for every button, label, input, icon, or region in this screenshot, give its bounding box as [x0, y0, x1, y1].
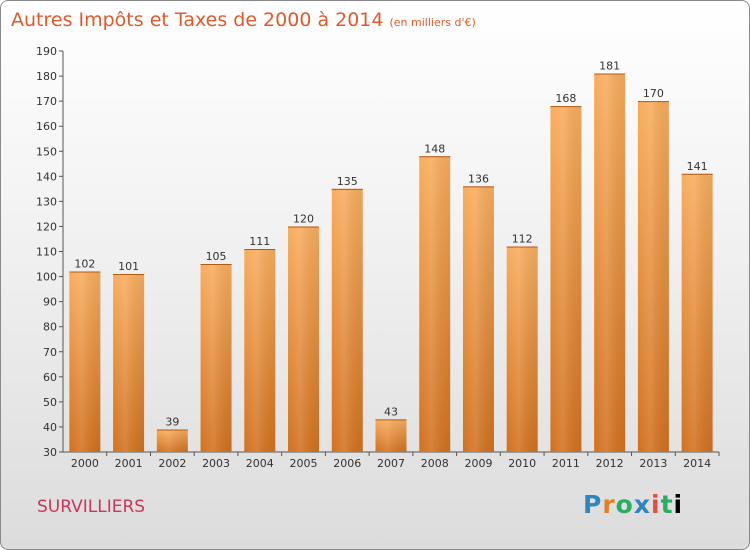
- y-tick-label: 180: [36, 70, 57, 83]
- x-tick-label: 2014: [683, 457, 711, 470]
- bar-shine: [594, 73, 626, 453]
- x-tick-label: 2005: [290, 457, 318, 470]
- data-label: 148: [424, 142, 445, 155]
- logo-letter: t: [660, 490, 674, 519]
- bar-shine: [637, 101, 669, 452]
- chart-title-text: Autres Impôts et Taxes de 2000 à 2014: [11, 9, 384, 31]
- data-label: 112: [512, 232, 533, 245]
- x-tick-label: 2008: [421, 457, 449, 470]
- y-tick-label: 50: [43, 396, 57, 409]
- data-label: 181: [599, 60, 620, 73]
- y-tick-label: 110: [36, 246, 57, 259]
- logo-letter: x: [633, 490, 651, 519]
- y-tick-label: 30: [43, 446, 57, 459]
- x-tick-label: 2011: [552, 457, 580, 470]
- y-tick-label: 60: [43, 371, 57, 384]
- x-tick-label: 2006: [333, 457, 361, 470]
- x-tick-label: 2004: [246, 457, 274, 470]
- data-label: 39: [165, 415, 179, 428]
- data-label: 136: [468, 172, 489, 185]
- y-tick-label: 190: [36, 45, 57, 58]
- data-label: 101: [118, 260, 139, 273]
- logo-letter: i: [651, 490, 661, 519]
- bar-shine: [200, 264, 232, 452]
- y-tick-label: 100: [36, 271, 57, 284]
- y-tick-label: 120: [36, 220, 57, 233]
- chart-title: Autres Impôts et Taxes de 2000 à 2014 (en…: [11, 9, 476, 31]
- y-tick-label: 170: [36, 95, 57, 108]
- x-tick-label: 2000: [71, 457, 99, 470]
- y-tick-label: 70: [43, 346, 57, 359]
- y-tick-label: 90: [43, 296, 57, 309]
- data-label: 170: [643, 87, 664, 100]
- chart-subtitle: (en milliers d'€): [389, 16, 476, 29]
- x-tick-label: 2013: [639, 457, 667, 470]
- bars-group: [69, 73, 713, 453]
- bar-shine: [156, 429, 188, 452]
- data-label: 120: [293, 212, 314, 225]
- bar-shine: [331, 188, 363, 452]
- data-label: 105: [206, 250, 227, 263]
- logo-letter: o: [615, 490, 634, 519]
- x-tick-label: 2003: [202, 457, 230, 470]
- bar-shine: [113, 274, 145, 452]
- logo-letter: i: [673, 490, 684, 519]
- data-label: 111: [249, 235, 270, 248]
- x-tick-label: 2001: [115, 457, 143, 470]
- y-tick-label: 80: [43, 321, 57, 334]
- data-label: 102: [74, 258, 95, 271]
- y-tick-label: 40: [43, 421, 57, 434]
- data-label: 168: [555, 92, 576, 105]
- data-label: 135: [337, 175, 358, 188]
- x-tick-label: 2012: [596, 457, 624, 470]
- data-labels-group: 102 101 39 105 111 120 135 43 148 136 112 168 181 170…: [74, 60, 707, 429]
- bar-shine: [288, 226, 320, 452]
- y-tick-label: 150: [36, 145, 57, 158]
- x-tick-label: 2002: [158, 457, 186, 470]
- proxiti-logo: Proxiti: [583, 490, 683, 519]
- bar-shine: [550, 106, 582, 452]
- bar-shine: [462, 186, 494, 452]
- x-tick-label: 2010: [508, 457, 536, 470]
- data-label: 141: [687, 160, 708, 173]
- y-tick-label: 160: [36, 120, 57, 133]
- data-label: 43: [384, 405, 398, 418]
- bar-shine: [244, 248, 276, 452]
- logo-letter: P: [583, 490, 603, 519]
- logo-letter: r: [602, 490, 616, 519]
- bar-shine: [419, 156, 451, 452]
- city-name: SURVILLIERS: [37, 497, 146, 517]
- y-tick-label: 130: [36, 195, 57, 208]
- bar-shine: [506, 246, 538, 452]
- bar-shine: [375, 419, 407, 452]
- bar-shine: [681, 173, 713, 452]
- x-tick-label: 2007: [377, 457, 405, 470]
- bar-shine: [69, 271, 101, 452]
- x-tick-label: 2009: [464, 457, 492, 470]
- y-tick-label: 140: [36, 170, 57, 183]
